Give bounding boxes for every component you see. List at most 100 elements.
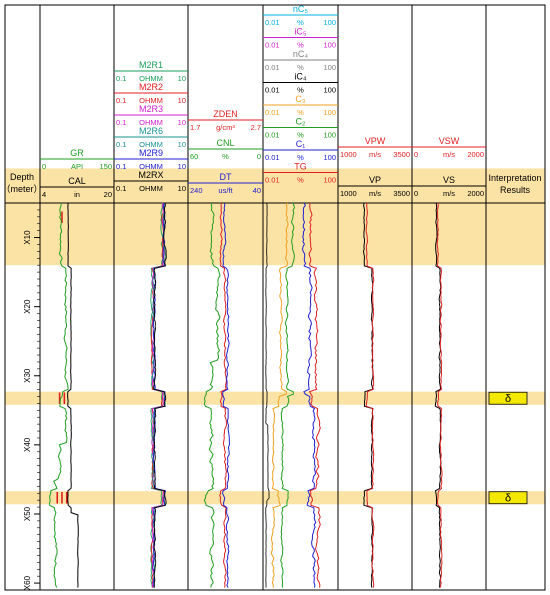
curve-name: C₂ (296, 117, 306, 127)
depth-header: Depth (10, 172, 34, 182)
scale-min: 0.01 (265, 153, 280, 162)
curve-name: iC₄ (294, 72, 306, 82)
scale-unit: OHMM (139, 140, 163, 149)
scale-min: 4 (42, 190, 46, 199)
interpretation-results-label: Results (500, 185, 531, 195)
result-box (488, 391, 528, 405)
scale-min: 0 (414, 150, 418, 159)
scale-max: 10 (178, 184, 186, 193)
scale-unit: m/s (369, 189, 381, 198)
scale-unit: % (297, 41, 304, 50)
c2-curve (280, 202, 296, 588)
scale-unit: % (297, 108, 304, 117)
zone-band (5, 491, 486, 505)
zone-label: II (57, 389, 66, 408)
scale-max: 100 (323, 63, 336, 72)
curve-name: C₃ (295, 94, 305, 104)
scale-max: 100 (323, 131, 336, 140)
curve-name: VSW (439, 136, 460, 146)
scale-min: 0.1 (116, 74, 126, 83)
scale-max: 2000 (467, 150, 484, 159)
curve-name: M2RX (138, 170, 163, 180)
scale-unit: % (297, 18, 304, 27)
zone-label: I (60, 208, 65, 227)
vs-curve (434, 202, 442, 588)
scale-max: 10 (178, 162, 186, 171)
result-box (488, 491, 528, 505)
curve-name: CNL (216, 138, 234, 148)
cnl-curve (203, 202, 221, 588)
depth-tick-label: X30 (23, 368, 32, 383)
scale-unit: OHMM (139, 184, 163, 193)
cal-curve (67, 203, 79, 588)
result-symbol: δ (505, 493, 511, 505)
curve-name: CAL (68, 176, 86, 186)
curve-name: TG (294, 162, 307, 172)
zone-band (5, 391, 486, 405)
curve-name: iC₅ (294, 27, 306, 37)
result-symbol: δ (505, 393, 511, 405)
scale-max: 20 (104, 190, 112, 199)
scale-min: 0.01 (265, 108, 280, 117)
scale-max: 3500 (393, 189, 410, 198)
scale-min: 0.01 (265, 63, 280, 72)
scale-unit: % (297, 63, 304, 72)
scale-min: 1000 (340, 150, 357, 159)
depth-tick-label: X40 (23, 437, 32, 452)
zden-curve (219, 202, 228, 588)
ic4-curve (265, 202, 270, 588)
scale-min: 0.1 (116, 96, 126, 105)
scale-unit: % (297, 153, 304, 162)
depth-tick-label: X20 (23, 299, 32, 314)
depth-tick-label: X50 (23, 506, 32, 521)
curve-name: DT (220, 172, 232, 182)
scale-min: 0.01 (265, 18, 280, 27)
scale-min: 0.1 (116, 184, 126, 193)
c3-curve (270, 202, 289, 588)
scale-max: 2.7 (251, 123, 261, 132)
scale-max: 10 (178, 140, 186, 149)
curve-name: nC₄ (293, 49, 309, 59)
scale-unit: g/cm³ (216, 123, 235, 132)
vp-curve (362, 202, 374, 588)
depth-tick-label: X60 (23, 575, 32, 590)
curve-name: VP (369, 175, 381, 185)
scale-unit: m/s (443, 189, 455, 198)
scale-max: 10 (178, 118, 186, 127)
curve-name: M2R9 (139, 148, 163, 158)
scale-max: 2000 (467, 189, 484, 198)
scale-unit: % (222, 152, 229, 161)
curve-name: M2R6 (139, 126, 163, 136)
zone-band (486, 168, 545, 266)
scale-unit: OHMM (139, 118, 163, 127)
curve-name: ZDEN (213, 109, 238, 119)
c1-curve (301, 202, 317, 588)
scale-unit: in (74, 190, 80, 199)
scale-unit: m/s (369, 150, 381, 159)
scale-max: 100 (323, 108, 336, 117)
scale-min: 240 (190, 186, 203, 195)
dt-curve (221, 202, 230, 588)
scale-min: 0.1 (116, 162, 126, 171)
scale-max: 100 (323, 176, 336, 185)
scale-min: 0.01 (265, 41, 280, 50)
scale-max: 100 (323, 86, 336, 95)
scale-unit: OHMM (139, 74, 163, 83)
depth-tick-label: X10 (23, 230, 32, 245)
curve-name: M2R3 (139, 104, 163, 114)
curve-name: C₁ (296, 139, 306, 149)
scale-min: 0.01 (265, 131, 280, 140)
scale-min: 60 (190, 152, 198, 161)
frame (4, 4, 546, 591)
interpretation-header: Interpretation (488, 173, 541, 183)
scale-min: 0.01 (265, 86, 280, 95)
vsw-curve (436, 202, 443, 588)
zone-band (5, 168, 486, 266)
scale-min: 0 (42, 162, 46, 171)
vpw-curve (365, 202, 375, 588)
scale-unit: % (297, 131, 304, 140)
scale-max: 150 (99, 162, 112, 171)
scale-min: 0.1 (116, 140, 126, 149)
curve-name: GR (70, 148, 84, 158)
tg-curve (308, 202, 321, 588)
